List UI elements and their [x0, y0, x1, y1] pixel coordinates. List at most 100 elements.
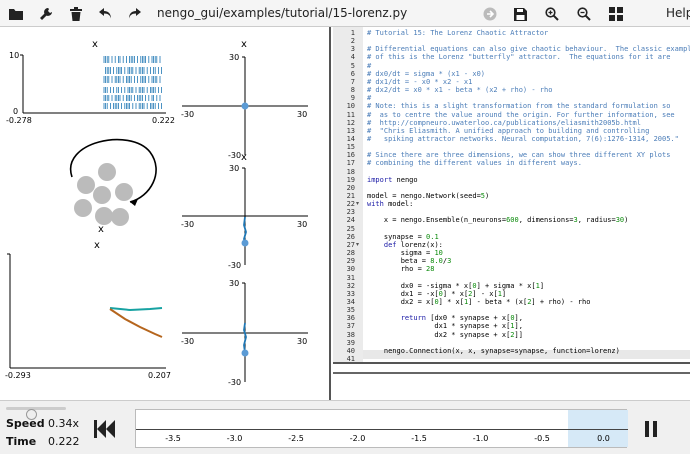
line-number: 6 [350, 69, 355, 78]
ensemble-x[interactable] [69, 138, 157, 226]
line-number: 39 [346, 338, 355, 347]
code-editor[interactable]: 1 2 3 4 5 6 7 8 9 10 11 12 13 14 15 16 17 18 19 20 21 22 ▾ 23 24… [333, 27, 690, 362]
code-line[interactable]: # Tutorial 15: The Lorenz Chaotic Attrac… [367, 29, 549, 37]
code-line[interactable]: # dx1/dt = - x0 * x2 - x1 [367, 77, 473, 86]
pause-button[interactable] [645, 421, 657, 441]
save-icon[interactable] [510, 4, 530, 24]
code-line[interactable]: import nengo [367, 175, 418, 184]
code-line[interactable]: def lorenz(x): [383, 240, 443, 249]
line-number: 10 [346, 102, 355, 111]
xy-plot-3[interactable] [182, 282, 308, 382]
code-line[interactable]: x = nengo.Ensemble(n_neurons=600, dimens… [367, 216, 629, 225]
xy3-y-top: 30 [229, 279, 240, 288]
code-line[interactable]: # [367, 61, 372, 70]
code-line[interactable]: beta = 8.0/3 [367, 257, 452, 266]
code-line[interactable]: # Note: this is a slight transformation … [367, 102, 671, 111]
line-number: 38 [346, 330, 355, 339]
line-number: 23 [346, 208, 355, 217]
code-line[interactable]: dx2 = x[0] * x[1] - beta * (x[2] + rho) … [367, 297, 591, 306]
line-number: 24 [346, 216, 355, 225]
timeline-tick-label: -1.5 [411, 434, 427, 443]
code-line[interactable]: # combining the different values in diff… [367, 159, 582, 168]
xy2-title: x [241, 152, 247, 163]
line-number: 1 [350, 29, 355, 37]
line-number: 26 [346, 232, 355, 241]
raster-plot-title: x [92, 39, 98, 50]
reset-button[interactable] [94, 420, 116, 442]
netgraph-drawing [7, 54, 308, 382]
line-number: 4 [350, 53, 355, 62]
code-line[interactable]: # of this is the Lorenz "butterfly" attr… [367, 53, 671, 62]
line-number: 35 [346, 306, 355, 315]
value-plot[interactable] [7, 253, 166, 369]
help-button[interactable]: Help [666, 6, 690, 20]
line-number: 31 [346, 273, 355, 282]
line-number: 40 [346, 346, 355, 355]
wrench-icon[interactable] [36, 4, 56, 24]
line-number: 41 [346, 355, 355, 362]
console-panel[interactable] [333, 362, 690, 400]
undo-icon[interactable] [96, 4, 116, 24]
code-line[interactable]: dx2 * synapse + x[2]] [367, 330, 523, 339]
code-line[interactable]: model = nengo.Network(seed=5) [367, 192, 490, 200]
folder-icon[interactable] [6, 4, 26, 24]
xy1-y-bottom: -30 [228, 151, 242, 160]
xy-plot-1[interactable] [182, 56, 308, 155]
trash-icon[interactable] [66, 4, 86, 24]
timeline-tick-label: -2.0 [349, 434, 366, 443]
raster-x-right: 0.222 [152, 116, 175, 125]
raster-plot[interactable] [20, 54, 166, 114]
code-line[interactable]: # "Chris Eliasmith. A unified approach t… [367, 126, 650, 135]
code-line[interactable]: return [dx0 * synapse + x[0], [400, 314, 523, 323]
grid-icon[interactable] [606, 4, 626, 24]
code-line[interactable]: dx1 = -x[0] * x[2] - x[1] [367, 289, 507, 298]
netgraph-canvas[interactable]: x 10 0 -0.278 0.222 [0, 27, 331, 400]
code-line[interactable]: sigma = 10 [367, 249, 443, 258]
time-label: Time [6, 435, 37, 448]
fold-toggle[interactable]: ▾ [356, 240, 360, 248]
line-number: 7 [350, 77, 355, 86]
timeline-tick-label: -2.5 [288, 434, 304, 443]
code-line[interactable]: # as to centre the value around the orig… [367, 110, 675, 119]
raster-y-top: 10 [9, 51, 20, 60]
code-line[interactable]: # dx0/dt = sigma * (x1 - x0) [367, 69, 486, 78]
code-line[interactable]: # [367, 94, 372, 103]
code-line[interactable]: nengo.Connection(x, x, synapse=synapse, … [367, 346, 620, 355]
code-line[interactable]: # Differential equations can also give c… [367, 45, 690, 54]
line-number: 12 [346, 118, 355, 127]
xy1-y-top: 30 [229, 53, 240, 62]
line-number: 15 [346, 143, 355, 152]
timeline-tick-label: -0.5 [534, 434, 550, 443]
code-line[interactable]: # spiking attractor networks. Neural com… [367, 134, 679, 143]
code-line[interactable]: # Since there are three dimensions, we c… [367, 151, 671, 160]
zoom-out-icon[interactable] [574, 4, 594, 24]
zoom-in-icon[interactable] [542, 4, 562, 24]
line-number: 8 [350, 86, 355, 95]
line-number: 20 [346, 183, 355, 192]
console-divider[interactable] [333, 372, 690, 374]
code-line[interactable]: # http://compneuro.uwaterloo.ca/publicat… [367, 118, 641, 127]
speed-slider-handle[interactable] [26, 409, 37, 420]
xy3-x-left: -30 [181, 337, 195, 346]
timeline-window[interactable] [568, 410, 628, 447]
code-line[interactable]: dx0 = -sigma * x[0] + sigma * x[1] [367, 281, 545, 290]
line-number: 25 [346, 224, 355, 233]
line-number: 16 [346, 151, 355, 160]
fold-toggle[interactable]: ▾ [356, 200, 360, 208]
toolbar: nengo_gui/examples/tutorial/15-lorenz.py… [0, 0, 690, 27]
code-line[interactable]: dx1 * synapse + x[1], [367, 322, 523, 331]
code-line[interactable]: synapse = 0.1 [367, 232, 439, 241]
code-line[interactable]: # dx2/dt = x0 * x1 - beta * (x2 + rho) -… [367, 86, 553, 95]
code-line[interactable]: with model: [367, 200, 414, 209]
line-number: 27 [346, 240, 355, 249]
speed-slider[interactable] [6, 407, 66, 420]
xy-plot-2[interactable] [182, 167, 308, 265]
raster-spikes [103, 56, 163, 109]
line-number: 19 [346, 175, 355, 184]
code-line[interactable]: rho = 28 [367, 265, 435, 274]
redo-icon[interactable] [124, 4, 144, 24]
value-x-right: 0.207 [148, 371, 171, 380]
line-number: 29 [346, 257, 355, 266]
sync-icon[interactable] [480, 4, 500, 24]
timeline[interactable]: -3.5 -3.0 -2.5 -2.0 -1.5 -1.0 -0.5 0.0 [135, 409, 628, 448]
